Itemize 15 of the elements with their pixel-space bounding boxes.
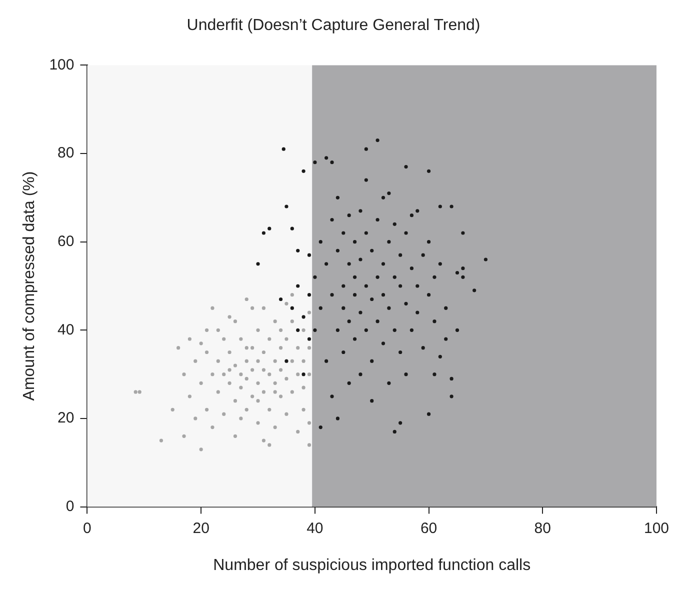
- x-tick-label: 80: [534, 520, 551, 537]
- y-tick-label: 100: [49, 56, 74, 74]
- x-tick-label: 40: [306, 520, 324, 537]
- y-tick-label: 80: [58, 144, 74, 162]
- x-tick-label: 100: [644, 520, 669, 537]
- chart-title: Underfit (Doesn’t Capture General Trend): [186, 17, 480, 34]
- y-tick-label: 20: [58, 410, 74, 427]
- y-tick-label: 0: [66, 498, 74, 515]
- x-tick-label: 20: [192, 520, 210, 537]
- y-tick-label: 60: [58, 232, 74, 250]
- y-tick-label: 40: [58, 321, 74, 338]
- y-axis-title: Amount of compressed data (%): [21, 171, 38, 401]
- x-axis-title: Number of suspicious imported function calls: [213, 556, 531, 574]
- x-tick-label: 0: [83, 520, 92, 537]
- x-tick-label: 60: [420, 520, 438, 537]
